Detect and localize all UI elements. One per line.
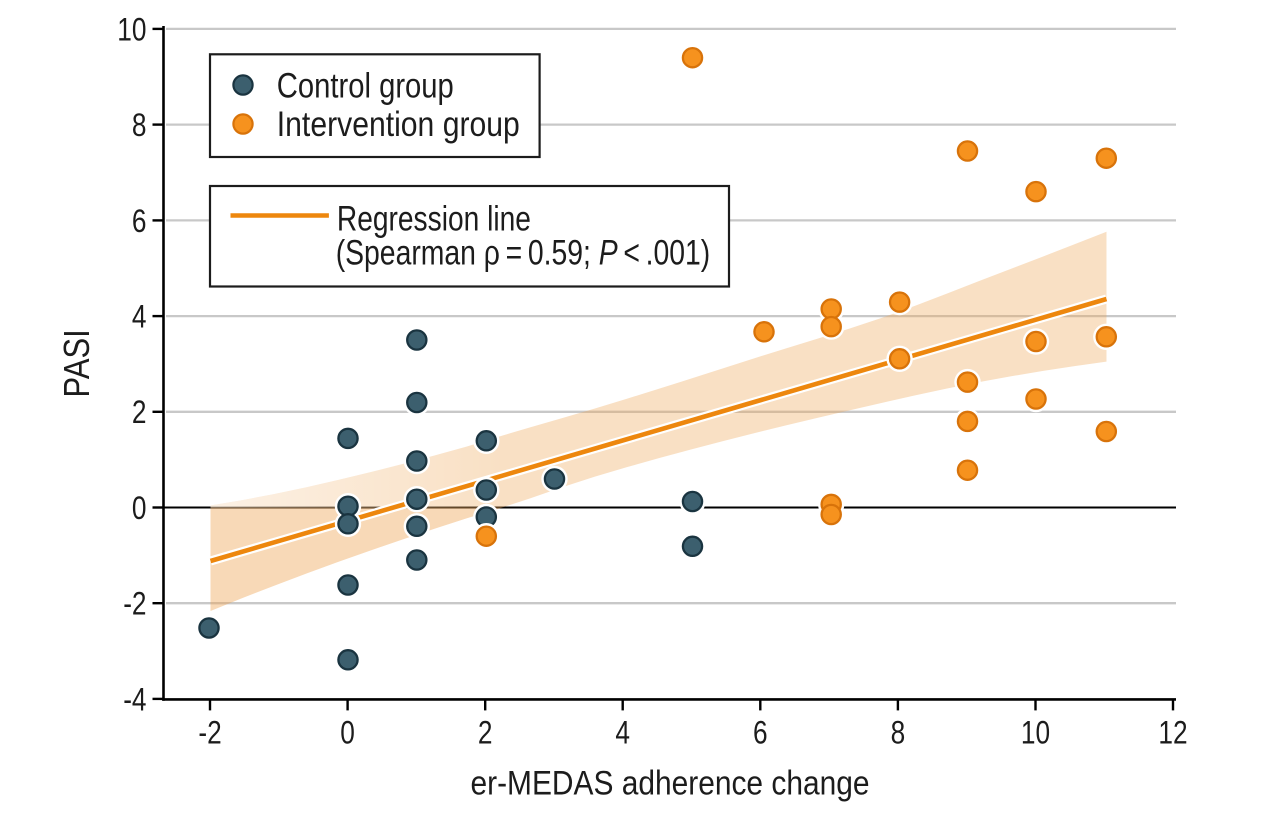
svg-text:6: 6 [132, 203, 147, 239]
svg-text:12: 12 [1158, 715, 1187, 751]
svg-text:4: 4 [132, 299, 147, 335]
svg-text:-2: -2 [198, 715, 221, 751]
svg-text:8: 8 [891, 715, 906, 751]
svg-text:(Spearman ρ = 0.59; P < .001): (Spearman ρ = 0.59; P < .001) [336, 234, 711, 273]
svg-text:0: 0 [132, 490, 147, 526]
svg-text:2: 2 [478, 715, 493, 751]
svg-text:8: 8 [132, 107, 147, 143]
svg-text:0: 0 [340, 715, 355, 751]
svg-text:-4: -4 [123, 681, 146, 717]
svg-text:PASI: PASI [56, 329, 97, 397]
svg-text:2: 2 [132, 394, 147, 430]
svg-text:Regression line: Regression line [337, 200, 531, 239]
svg-text:-2: -2 [123, 586, 146, 622]
svg-text:4: 4 [615, 715, 630, 751]
svg-text:Intervention group: Intervention group [277, 105, 520, 144]
svg-text:10: 10 [117, 11, 146, 47]
svg-text:10: 10 [1021, 715, 1050, 751]
svg-text:Control group: Control group [277, 66, 454, 105]
svg-text:er-MEDAS adherence change: er-MEDAS adherence change [471, 765, 870, 803]
svg-text:6: 6 [753, 715, 768, 751]
